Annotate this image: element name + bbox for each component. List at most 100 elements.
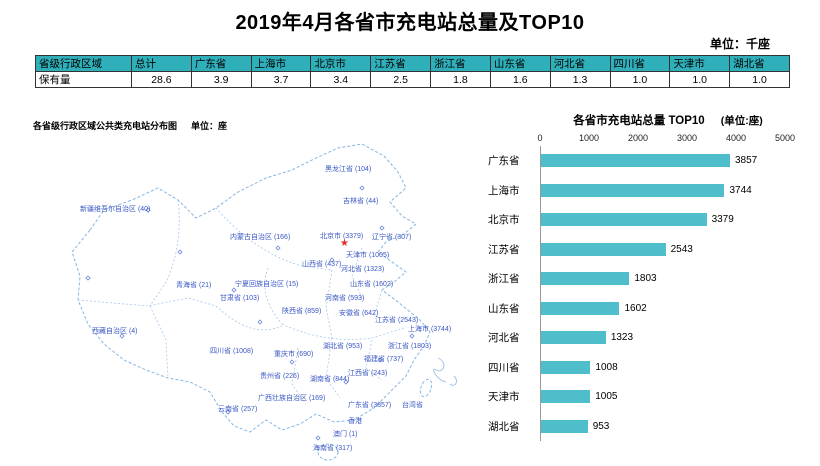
map-province-label: 陕西省 (859) <box>282 308 322 315</box>
bar-row: 四川省 1008 <box>488 352 818 382</box>
axis-tick-label: 2000 <box>627 133 649 143</box>
bar[interactable] <box>541 154 730 168</box>
table-header-cell[interactable]: 北京市 <box>310 55 372 72</box>
table-value-cell[interactable]: 保有量 <box>35 71 132 88</box>
map-unit-note: 单位：座 <box>191 121 228 131</box>
table-header-cell[interactable]: 天津市 <box>669 55 731 72</box>
table-value-cell[interactable]: 2.5 <box>370 71 432 88</box>
map-province-label: 河南省 (593) <box>325 295 365 302</box>
bar-plot-area: 广东省 3857 上海市 3744 北京市 3379 江苏省 2543 浙江省 1803 山东省 16… <box>488 146 818 441</box>
table-value-cell[interactable]: 1.6 <box>489 71 551 88</box>
map-province-label: 青海省 (21) <box>176 282 212 289</box>
bar-category-label: 河北省 <box>488 332 520 345</box>
map-province-label: 江西省 (243) <box>348 370 388 377</box>
map-province-label: 澳门 (1) <box>333 431 358 438</box>
bar-category-label: 江苏省 <box>488 243 520 256</box>
table-value-row: 保有量 28.6 3.9 3.7 3.4 2.5 1.8 1.6 1.3 1.0 1.0 1.0 <box>35 71 790 88</box>
map-province-label: 上海市 (3744) <box>408 326 452 333</box>
table-value-cell[interactable]: 1.3 <box>549 71 611 88</box>
map-province-label: 安徽省 (642) <box>339 310 379 317</box>
table-value-cell[interactable]: 3.7 <box>250 71 312 88</box>
table-value-cell[interactable]: 1.8 <box>430 71 491 88</box>
bar[interactable] <box>541 213 707 227</box>
map-province-label: 北京市 (3379) <box>320 233 364 240</box>
bar-value-label: 3379 <box>711 214 734 226</box>
map-province-label: 河北省 (1323) <box>341 266 385 273</box>
axis-tick-label: 1000 <box>578 133 600 143</box>
table-value-cell[interactable]: 3.9 <box>190 71 252 88</box>
map-province-label: 台湾省 <box>402 402 423 409</box>
bar[interactable] <box>541 183 725 197</box>
map-province-label: 广东省 (3857) <box>348 402 392 409</box>
map-province-label: 山西省 (437) <box>302 261 342 268</box>
map-caption-title: 各省级行政区域公共类充电站分布图 <box>33 121 178 131</box>
map-province-label: 西藏自治区 (4) <box>92 328 138 335</box>
bar-row: 湖北省 953 <box>488 411 818 441</box>
bar-value-label: 1005 <box>595 391 618 403</box>
axis-tick-label: 5000 <box>774 133 796 143</box>
map-caption: 各省级行政区域公共类充电站分布图 单位：座 <box>33 119 227 132</box>
table-header-cell[interactable]: 河北省 <box>549 55 611 72</box>
table-header-cell[interactable]: 山东省 <box>489 55 551 72</box>
bar-track: 1008 <box>540 352 818 382</box>
bar[interactable] <box>541 242 666 256</box>
bar-row: 天津市 1005 <box>488 382 818 412</box>
table-value-cell[interactable]: 1.0 <box>729 71 790 88</box>
taiwan-island <box>419 378 433 398</box>
bar-value-label: 1323 <box>610 332 634 344</box>
map-markers <box>85 185 415 441</box>
bar-track: 3744 <box>540 175 818 205</box>
bar-row: 浙江省 1803 <box>488 264 818 294</box>
table-value-cell[interactable]: 1.0 <box>669 71 731 88</box>
bar-row: 上海市 3744 <box>488 175 818 205</box>
bar-category-label: 湖北省 <box>488 420 520 433</box>
bar[interactable] <box>541 331 606 345</box>
bar[interactable] <box>541 419 588 433</box>
table-header-cell[interactable]: 总计 <box>131 55 192 72</box>
table-header-cell[interactable]: 上海市 <box>250 55 312 72</box>
map-province-label: 贵州省 (226) <box>260 373 300 380</box>
bar[interactable] <box>541 390 591 404</box>
bar-category-label: 天津市 <box>488 391 520 404</box>
map-province-label: 内蒙古自治区 (166) <box>230 234 291 241</box>
bar[interactable] <box>541 301 620 315</box>
table-header-cell[interactable]: 广东省 <box>190 55 252 72</box>
bar-track: 1803 <box>540 264 818 294</box>
value-axis: 0 1000 2000 3000 4000 5000 <box>488 133 818 146</box>
map-province-label: 重庆市 (690) <box>274 351 314 358</box>
bar[interactable] <box>541 360 591 374</box>
bar-track: 3857 <box>540 146 818 176</box>
table-value-cell[interactable]: 28.6 <box>131 71 192 88</box>
bar-value-label: 1008 <box>595 361 618 373</box>
map-province-label: 四川省 (1008) <box>210 348 254 355</box>
bar-track: 2543 <box>540 234 818 264</box>
bar-category-label: 四川省 <box>488 361 520 374</box>
map-province-label: 福建省 (737) <box>364 356 404 363</box>
page-title: 2019年4月各省市充电站总量及TOP10 <box>235 12 585 34</box>
bar-row: 河北省 1323 <box>488 323 818 353</box>
summary-table: 省级行政区域 总计 广东省 上海市 北京市 江苏省 浙江省 山东省 河北省 四川省 天津市 湖北省 保… <box>35 55 790 88</box>
bar[interactable] <box>541 272 630 286</box>
table-header-cell[interactable]: 浙江省 <box>430 55 491 72</box>
table-value-cell[interactable]: 1.0 <box>609 71 671 88</box>
table-header-cell[interactable]: 四川省 <box>609 55 671 72</box>
bar-category-label: 山东省 <box>488 302 520 315</box>
axis-tick-label: 0 <box>537 133 543 143</box>
beijing-star-icon: ★ <box>340 238 349 249</box>
table-header-cell[interactable]: 江苏省 <box>370 55 432 72</box>
map-province-label: 辽宁省 (307) <box>372 234 412 241</box>
map-province-label: 湖北省 (953) <box>323 343 363 350</box>
map-province-label: 黑龙江省 (104) <box>325 166 372 173</box>
table-header-cell[interactable]: 湖北省 <box>729 55 790 72</box>
axis-tick-label: 4000 <box>725 133 747 143</box>
table-value-cell[interactable]: 3.4 <box>310 71 372 88</box>
bar-row: 江苏省 2543 <box>488 234 818 264</box>
bar-value-label: 1602 <box>624 302 647 314</box>
table-header-cell[interactable]: 省级行政区域 <box>35 55 132 72</box>
china-map-svg: ★ <box>71 143 457 461</box>
map-province-label: 浙江省 (1803) <box>388 343 432 350</box>
map-province-label: 甘肃省 (103) <box>220 295 260 302</box>
coast-squiggle <box>433 357 457 386</box>
chart-title-text: 各省市充电站总量 TOP10 <box>573 115 705 127</box>
